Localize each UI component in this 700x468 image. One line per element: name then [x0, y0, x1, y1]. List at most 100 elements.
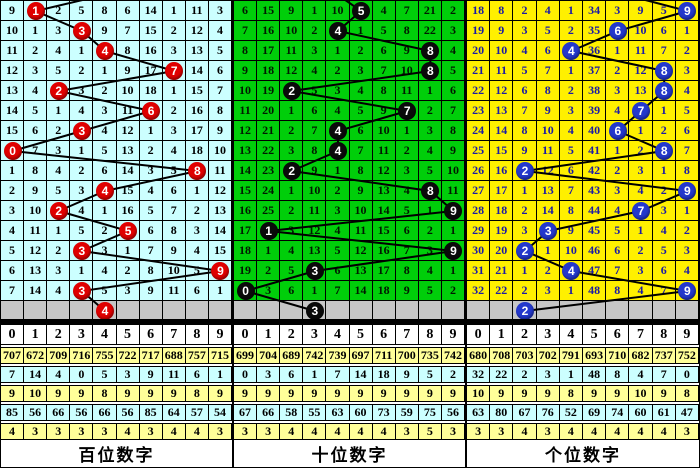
- miss-count-cell: 30: [467, 241, 491, 261]
- forecast-digit-circle: 3: [305, 302, 324, 320]
- miss-count-cell: 2: [326, 61, 350, 81]
- miss-count-cell: 6: [326, 261, 350, 281]
- miss-count-cell: 1: [70, 261, 94, 281]
- miss-count-cell: 5: [70, 221, 94, 241]
- digit-header-cell: 8: [652, 325, 676, 346]
- miss-count-cell: 3: [139, 161, 163, 181]
- stats-cell: 9: [303, 386, 327, 402]
- miss-count-cell: 2: [185, 201, 209, 221]
- miss-count-cell: 5: [418, 161, 442, 181]
- miss-count-cell: 3: [24, 61, 48, 81]
- digit-header-cell: 9: [675, 325, 699, 346]
- stats-cell: 59: [396, 405, 419, 421]
- digit-header-cell: 6: [606, 325, 630, 346]
- stats-cell: 85: [140, 405, 163, 421]
- miss-count-cell: 47: [583, 261, 607, 281]
- miss-count-cell: 8: [490, 1, 514, 21]
- miss-count-cell: 6: [24, 121, 48, 141]
- forecast-cell: [47, 301, 71, 320]
- forecast-cell: [441, 301, 465, 320]
- stats-cell: 3: [467, 424, 491, 440]
- miss-count-cell: 9: [139, 281, 163, 301]
- miss-count-cell: 6: [372, 41, 396, 61]
- miss-count-cell: 4: [185, 241, 209, 261]
- miss-count-cell: 45: [583, 221, 607, 241]
- miss-count-cell: 36: [583, 41, 607, 61]
- miss-count-cell: 43: [583, 181, 607, 201]
- miss-count-cell: 22: [467, 81, 491, 101]
- miss-count-cell: 4: [418, 261, 442, 281]
- miss-count-cell: 6: [513, 81, 537, 101]
- miss-count-cell: 12: [185, 21, 209, 41]
- miss-count-cell: 32: [467, 281, 491, 301]
- miss-count-cell: 12: [24, 241, 48, 261]
- drawn-digit-circle: 6: [608, 22, 627, 40]
- miss-count-cell: 4: [303, 61, 327, 81]
- stats-cell: 4: [629, 424, 653, 440]
- miss-count-cell: 15: [208, 241, 232, 261]
- hundreds-miss-grid: 9 2 5 8 6 14 1 11 3 10 1 3 9 7 15 2 12 4 11 2 4 1 8 16 3 13 5 12 3 5 2…: [1, 1, 232, 320]
- miss-count-cell: 2: [116, 261, 140, 281]
- stats-row: 67 66 58 55 63 60 73 59 75 56: [234, 404, 465, 422]
- miss-count-cell: 2: [652, 181, 676, 201]
- miss-count-cell: 18: [257, 61, 281, 81]
- drawn-digit-circle: 0: [3, 142, 22, 160]
- forecast-cell: [349, 301, 373, 320]
- forecast-cell: [490, 301, 514, 320]
- miss-count-cell: 1: [70, 41, 94, 61]
- stats-cell: 56: [24, 405, 48, 421]
- stats-cell: 7: [326, 367, 350, 383]
- miss-count-cell: 22: [257, 141, 281, 161]
- miss-count-cell: 1: [93, 201, 117, 221]
- stats-cell: 11: [163, 367, 186, 383]
- miss-count-cell: 2: [70, 61, 94, 81]
- miss-count-cell: 12: [536, 161, 560, 181]
- digit-header-cell: 4: [559, 325, 583, 346]
- miss-count-cell: 5: [606, 221, 630, 241]
- miss-count-cell: 3: [47, 21, 71, 41]
- stats-cell: 56: [70, 405, 94, 421]
- miss-count-cell: 9: [559, 221, 583, 241]
- miss-count-cell: 7: [139, 241, 163, 261]
- miss-count-cell: 1: [1, 161, 25, 181]
- miss-count-cell: 11: [162, 281, 186, 301]
- stats-cell: 711: [373, 348, 396, 364]
- miss-count-cell: 20: [467, 41, 491, 61]
- miss-count-cell: 3: [675, 61, 699, 81]
- miss-count-cell: 5: [675, 101, 699, 121]
- miss-count-cell: 8: [116, 41, 140, 61]
- miss-count-cell: 23: [467, 101, 491, 121]
- hundreds-stats-table: 707 672 709 716 755 722 717 688 757 715 7 14 4 0 5 3 9 11…: [1, 345, 232, 441]
- digit-header-cell: 0: [234, 325, 258, 346]
- stats-cell: 9: [419, 386, 442, 402]
- miss-count-cell: 10: [326, 1, 350, 21]
- miss-count-cell: 5: [47, 61, 71, 81]
- stats-cell: 9: [350, 386, 373, 402]
- stats-cell: 4: [350, 424, 373, 440]
- miss-count-cell: 2: [513, 1, 537, 21]
- miss-count-cell: 16: [372, 241, 396, 261]
- miss-count-cell: 10: [559, 241, 583, 261]
- stats-cell: 704: [257, 348, 281, 364]
- miss-count-cell: 4: [606, 201, 630, 221]
- miss-count-cell: 16: [139, 41, 163, 61]
- stats-cell: 76: [537, 405, 560, 421]
- miss-count-cell: 23: [257, 161, 281, 181]
- miss-count-cell: 1: [303, 281, 327, 301]
- miss-count-cell: 3: [47, 141, 71, 161]
- miss-count-cell: 22: [418, 21, 442, 41]
- forecast-cell: [280, 301, 304, 320]
- stats-cell: 3: [490, 424, 514, 440]
- miss-count-cell: 2: [93, 221, 117, 241]
- stats-cell: 9: [537, 386, 560, 402]
- miss-count-cell: 8: [606, 281, 630, 301]
- stats-cell: 9: [70, 386, 94, 402]
- stats-cell: 4: [560, 424, 583, 440]
- stats-cell: 9: [583, 386, 607, 402]
- stats-cell: 4: [629, 367, 653, 383]
- stats-cell: 2: [442, 367, 465, 383]
- drawn-digit-circle: 6: [608, 122, 627, 140]
- miss-count-cell: 15: [1, 121, 25, 141]
- miss-count-cell: 4: [606, 101, 630, 121]
- digit-header-cell: 7: [162, 325, 186, 346]
